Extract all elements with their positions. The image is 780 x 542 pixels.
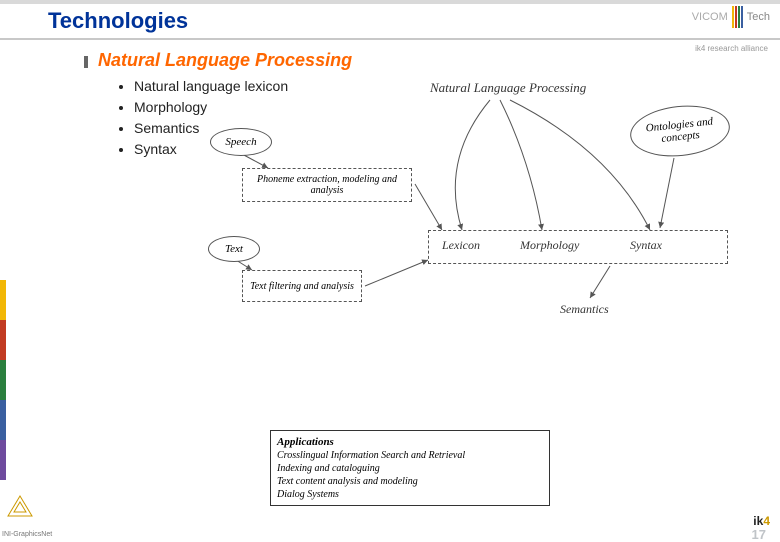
section-title: Natural Language Processing [98, 50, 352, 71]
logo-4: 4 [763, 514, 770, 528]
logo-vicom: VICOM [692, 11, 728, 23]
apps-title: Applications [277, 435, 543, 449]
logo-top: VICOM Tech [692, 6, 770, 28]
main-item: Morphology [520, 238, 579, 253]
semantics-label: Semantics [560, 302, 609, 317]
main-item: Lexicon [442, 238, 480, 253]
triangle-icon [6, 494, 34, 518]
logo-ik: ik [753, 514, 763, 528]
logo-sub: ik4 research alliance [695, 44, 768, 53]
logo-bottom: ik4 [753, 514, 770, 528]
node-speech: Speech [210, 128, 272, 156]
page-title: Technologies [48, 8, 188, 34]
top-bar [0, 0, 780, 4]
diagram-title: Natural Language Processing [430, 80, 586, 96]
logo-tech: Tech [747, 11, 770, 23]
box-textfilt: Text filtering and analysis [242, 270, 362, 302]
nlp-diagram: Natural Language Processing Speech Text On… [190, 70, 750, 420]
node-ontologies: Ontologies and concepts [628, 101, 733, 161]
title-underline [0, 38, 780, 40]
apps-line: Dialog Systems [277, 488, 543, 501]
side-stripes [0, 280, 6, 480]
apps-line: Text content analysis and modeling [277, 475, 543, 488]
box-phoneme: Phoneme extraction, modeling and analysi… [242, 168, 412, 202]
node-text: Text [208, 236, 260, 262]
applications-box: Applications Crosslingual Information Se… [270, 430, 550, 506]
apps-line: Indexing and cataloguing [277, 462, 543, 475]
main-item: Syntax [630, 238, 662, 253]
logo-bars [732, 6, 743, 28]
footer-text: INI-GraphicsNet [2, 531, 52, 538]
section-bullet-icon [84, 56, 88, 68]
apps-line: Crosslingual Information Search and Retr… [277, 449, 543, 462]
